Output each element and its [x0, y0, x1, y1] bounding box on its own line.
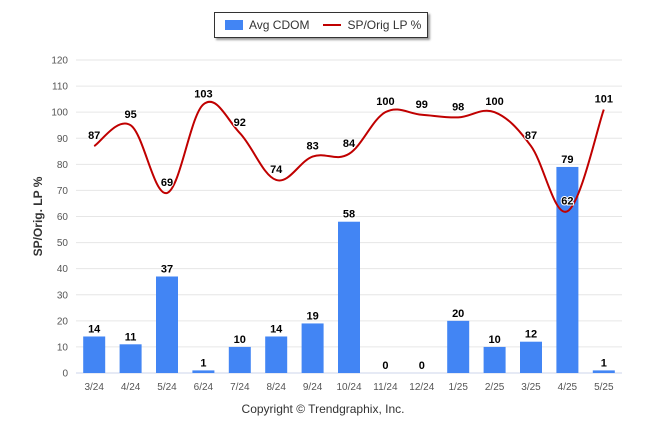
bar: [483, 346, 506, 373]
line-data-label: 92: [234, 117, 246, 129]
x-tick-label: 6/24: [194, 382, 214, 393]
legend-item-cdom[interactable]: Avg CDOM: [225, 18, 309, 32]
x-tick-label: 3/25: [521, 382, 541, 393]
line-data-label: 83: [306, 141, 318, 153]
y-tick-label: 90: [57, 134, 69, 145]
legend[interactable]: Avg CDOM SP/Orig LP %: [214, 12, 428, 38]
legend-line-swatch: [323, 24, 342, 26]
bar: [192, 370, 215, 373]
legend-bar-label: Avg CDOM: [249, 18, 310, 32]
y-tick-label: 20: [57, 316, 69, 327]
bar-data-label: 12: [525, 329, 537, 341]
bar-data-label: 0: [382, 360, 388, 372]
x-tick-label: 3/24: [84, 382, 104, 393]
bar: [83, 336, 106, 373]
line-data-label: 95: [124, 109, 136, 121]
line-data-label: 98: [452, 101, 464, 113]
bar-data-label: 79: [561, 154, 573, 166]
x-tick-label: 9/24: [303, 382, 323, 393]
x-tick-label: 5/25: [594, 382, 614, 393]
legend-line-label: SP/Orig LP %: [347, 18, 422, 32]
line-data-label: 103: [194, 88, 212, 100]
x-tick-label: 1/25: [448, 382, 468, 393]
bar-data-label: 14: [88, 323, 101, 335]
y-tick-label: 0: [62, 369, 68, 380]
copyright-footer: Copyright © Trendgraphix, Inc.: [241, 402, 405, 416]
line-data-label: 100: [376, 96, 394, 108]
y-tick-label: 70: [57, 186, 69, 197]
legend-item-sp-orig[interactable]: SP/Orig LP %: [323, 18, 421, 32]
line-series-sp-orig: [93, 100, 605, 213]
bar-data-label: 20: [452, 308, 464, 320]
y-tick-label: 110: [52, 82, 68, 93]
x-tick-label: 7/24: [230, 382, 250, 393]
y-tick-label: 50: [57, 238, 69, 249]
x-tick-label: 4/25: [558, 382, 578, 393]
y-tick-label: 60: [57, 212, 69, 223]
x-tick-label: 11/24: [373, 382, 398, 393]
line-data-label: 87: [525, 130, 537, 142]
x-tick-label: 4/24: [121, 382, 141, 393]
x-tick-label: 5/24: [157, 382, 177, 393]
y-tick-label: 30: [57, 290, 69, 301]
y-tick-label: 100: [51, 108, 68, 119]
line-data-label: 69: [161, 177, 173, 189]
line-data-label: 62: [561, 195, 573, 207]
y-axis-title: SP/Orig. LP %: [31, 176, 45, 256]
bar: [447, 320, 470, 373]
x-tick-label: 12/24: [409, 382, 434, 393]
bar-data-label: 1: [200, 357, 206, 369]
bar-data-label: 10: [488, 334, 500, 346]
y-tick-label: 80: [57, 160, 69, 171]
bar-data-label: 19: [306, 310, 318, 322]
line-data-label: 87: [88, 130, 100, 142]
line-data-label: 101: [595, 94, 613, 106]
bar: [119, 344, 142, 373]
y-tick-label: 10: [57, 342, 69, 353]
bar: [265, 336, 288, 373]
line-data-label: 84: [343, 138, 356, 150]
bar-data-label: 58: [343, 209, 355, 221]
bar-data-label: 0: [419, 360, 425, 372]
y-tick-label: 40: [57, 264, 69, 275]
bar: [301, 323, 324, 373]
x-tick-label: 2/25: [485, 382, 505, 393]
line-data-label: 99: [416, 99, 428, 111]
bar-data-label: 14: [270, 323, 283, 335]
legend-bar-swatch: [225, 20, 243, 30]
bar-data-label: 37: [161, 263, 173, 275]
bar: [338, 221, 360, 373]
bar: [592, 370, 615, 373]
bar-data-label: 10: [234, 334, 246, 346]
line-data-label: 74: [270, 164, 283, 176]
bar-data-label: 1: [601, 357, 607, 369]
x-tick-label: 8/24: [266, 382, 286, 393]
bar: [520, 341, 542, 373]
bar-data-label: 11: [125, 331, 137, 343]
bar: [156, 276, 178, 373]
x-tick-label: 10/24: [336, 382, 361, 393]
bar: [228, 346, 251, 373]
line-data-label: 100: [485, 96, 503, 108]
bar: [556, 166, 579, 373]
y-tick-label: 120: [51, 56, 68, 67]
